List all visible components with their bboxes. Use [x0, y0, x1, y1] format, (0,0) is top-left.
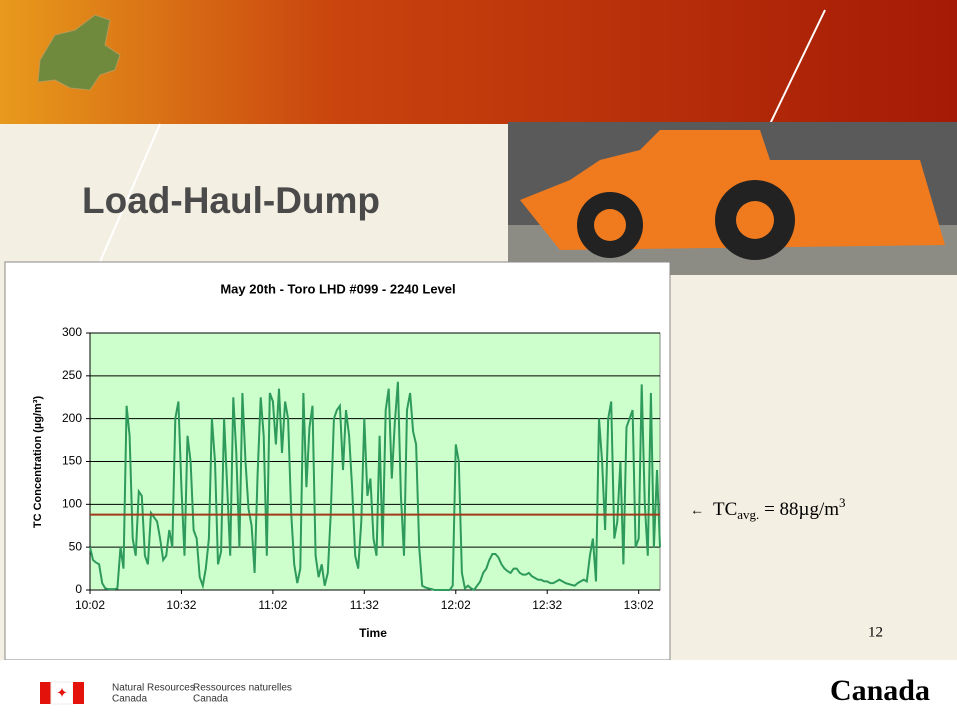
annotation: TCavg. = 88µg/m3: [713, 495, 846, 522]
hub: [594, 209, 626, 241]
y-axis-label: TC Concentration (µg/m³): [32, 396, 44, 529]
canada-wordmark: Canada: [830, 674, 930, 707]
x-tick-label: 13:02: [624, 598, 654, 612]
x-tick-label: 12:02: [441, 598, 471, 612]
y-tick-label: 150: [62, 454, 82, 468]
slide-slash: [99, 123, 161, 263]
banner: [0, 0, 957, 124]
x-tick-label: 12:32: [532, 598, 562, 612]
hub: [736, 201, 774, 239]
x-tick-label: 11:02: [258, 598, 287, 612]
y-tick-label: 100: [62, 497, 82, 511]
annotation-arrow: ←: [690, 502, 704, 518]
footer-fr: Canada: [193, 694, 228, 705]
y-tick-label: 50: [69, 539, 83, 553]
footer-fr: Ressources naturelles: [193, 683, 292, 694]
slide-title: Load-Haul-Dump: [82, 180, 380, 221]
map-icon: [37, 14, 121, 91]
y-tick-label: 250: [62, 368, 82, 382]
data-line: [89, 381, 661, 592]
annotation-mid: = 88µg/m: [759, 499, 839, 520]
chart-title: May 20th - Toro LHD #099 - 2240 Level: [220, 281, 455, 296]
flag-bar: [73, 682, 84, 704]
x-tick-label: 10:32: [166, 598, 196, 612]
x-axis-label: Time: [359, 626, 387, 640]
x-tick-label: 11:32: [350, 598, 379, 612]
annotation-sub: avg.: [737, 507, 759, 522]
y-tick-label: 0: [75, 582, 82, 596]
annotation-sup: 3: [839, 495, 846, 510]
footer-en: Natural Resources: [112, 683, 195, 694]
annotation-base: TC: [713, 499, 737, 520]
y-tick-label: 300: [62, 325, 82, 339]
page-number: 12: [868, 624, 883, 640]
y-tick-label: 200: [62, 411, 82, 425]
flag-bar: [40, 682, 51, 704]
footer-en: Canada: [112, 694, 147, 705]
x-tick-label: 10:02: [75, 598, 105, 612]
flag-leaf: ✦: [56, 685, 68, 701]
footer: [0, 660, 957, 721]
banner-slash: [769, 9, 826, 125]
